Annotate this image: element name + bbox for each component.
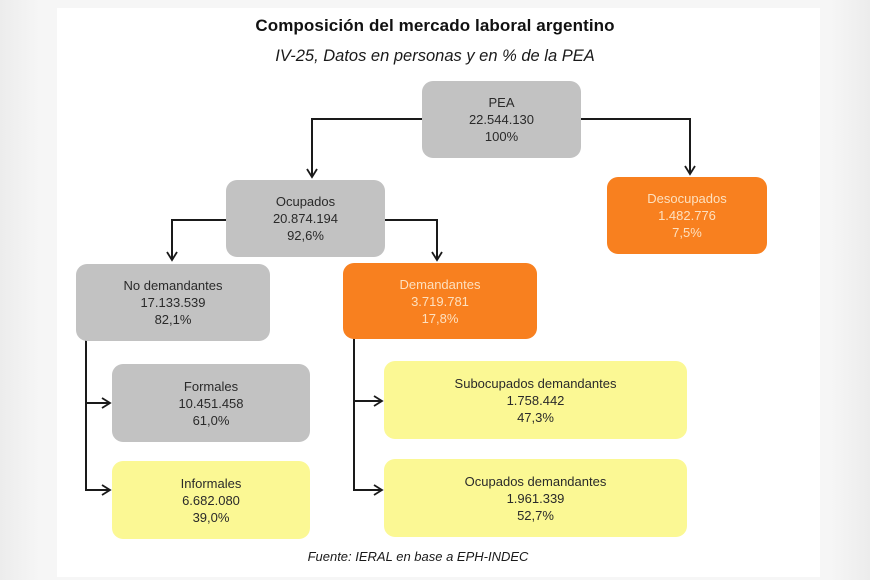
node-demandantes-label: Demandantes [399, 276, 481, 292]
node-informales: Informales 6.682.080 39,0% [112, 461, 310, 539]
node-demandantes-value: 3.719.781 [411, 293, 469, 309]
node-subocupados-demandantes-pct: 47,3% [517, 409, 554, 425]
node-ocupados-demandantes-pct: 52,7% [517, 507, 554, 523]
node-formales: Formales 10.451.458 61,0% [112, 364, 310, 442]
node-desocupados-value: 1.482.776 [658, 208, 716, 223]
node-pea: PEA 22.544.130 100% [422, 81, 581, 158]
node-demandantes-pct: 17,8% [421, 310, 459, 326]
node-desocupados-pct: 7,5% [672, 225, 702, 240]
node-pea-pct: 100% [484, 129, 519, 144]
node-informales-pct: 39,0% [192, 509, 230, 525]
node-subocupados-demandantes: Subocupados demandantes 1.758.442 47,3% [384, 361, 687, 439]
node-demandantes: Demandantes 3.719.781 17,8% [343, 263, 537, 339]
node-ocupados-label: Ocupados [275, 194, 336, 209]
node-subocupados-demandantes-value: 1.758.442 [506, 392, 565, 408]
node-desocupados-label: Desocupados [647, 191, 727, 206]
node-no-demandantes: No demandantes 17.133.539 82,1% [76, 264, 270, 341]
source-note: Fuente: IERAL en base a EPH-INDEC [307, 549, 529, 564]
node-no-demandantes-pct: 82,1% [154, 312, 192, 327]
node-ocupados-pct: 92,6% [287, 228, 324, 243]
node-informales-value: 6.682.080 [182, 492, 240, 508]
node-ocupados-demandantes-value: 1.961.339 [506, 490, 565, 506]
diagram-title: Composición del mercado laboral argentin… [255, 16, 615, 35]
node-desocupados: Desocupados 1.482.776 7,5% [607, 177, 767, 254]
node-ocupados-demandantes: Ocupados demandantes 1.961.339 52,7% [384, 459, 687, 537]
node-ocupados-demandantes-label: Ocupados demandantes [464, 473, 607, 489]
node-ocupados: Ocupados 20.874.194 92,6% [226, 180, 385, 257]
node-ocupados-value: 20.874.194 [272, 211, 339, 226]
node-formales-label: Formales [183, 378, 239, 394]
node-no-demandantes-value: 17.133.539 [140, 295, 206, 310]
node-formales-pct: 61,0% [192, 412, 230, 428]
node-formales-value: 10.451.458 [178, 395, 244, 411]
node-subocupados-demandantes-label: Subocupados demandantes [454, 375, 617, 391]
node-pea-value: 22.544.130 [468, 112, 535, 127]
node-informales-label: Informales [180, 475, 242, 491]
node-no-demandantes-label: No demandantes [123, 278, 223, 293]
node-pea-label: PEA [488, 95, 515, 110]
diagram-subtitle: IV-25, Datos en personas y en % de la PE… [275, 47, 595, 65]
